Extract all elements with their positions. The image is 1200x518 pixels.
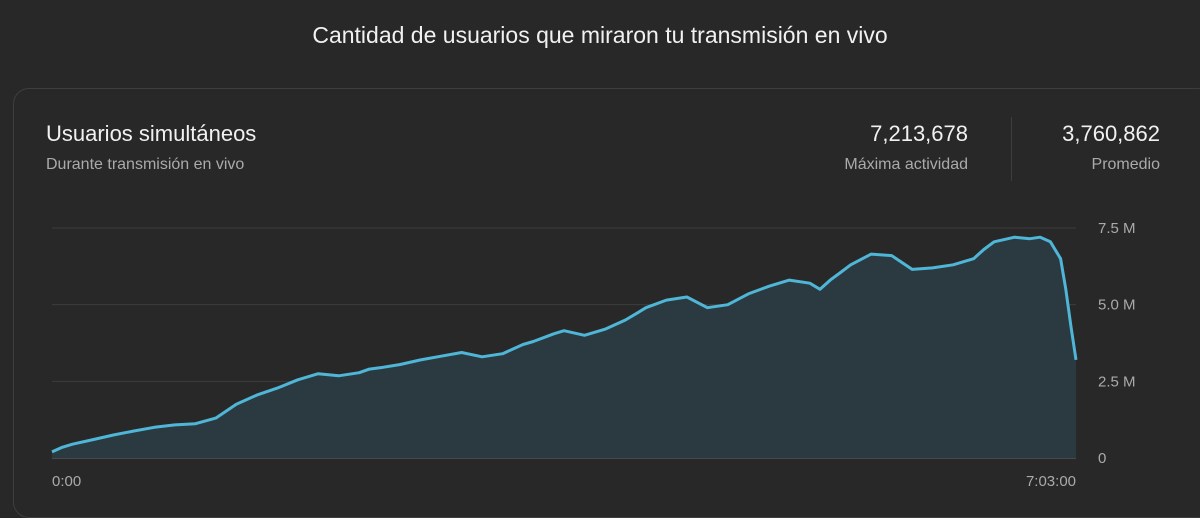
x-tick-label-0: 0:00 (52, 473, 81, 490)
y-tick-label-0: 0 (1098, 450, 1106, 467)
card-subtitle: Durante transmisión en vivo (46, 156, 245, 173)
series-line-0 (51, 235, 1078, 454)
series-area-0 (52, 237, 1076, 458)
peak-value: 7,213,678 (870, 121, 968, 146)
viewers-chart: 0 2.5 M 5.0 M 7.5 M 0:00 7:03:00 (51, 220, 1136, 490)
y-tick-label-1: 2.5 M (1098, 373, 1136, 390)
average-label: Promedio (1091, 156, 1160, 173)
card-title: Usuarios simultáneos (46, 121, 257, 146)
chart-area-layer (51, 235, 1078, 458)
y-tick-label-2: 5.0 M (1098, 297, 1136, 314)
x-tick-label-1: 7:03:00 (1026, 473, 1076, 490)
stat-divider (1011, 117, 1012, 181)
peak-label: Máxima actividad (844, 156, 968, 173)
chart-axis-layer: 0 2.5 M 5.0 M 7.5 M 0:00 7:03:00 (52, 220, 1136, 490)
average-value: 3,760,862 (1062, 121, 1160, 146)
y-tick-label-3: 7.5 M (1098, 220, 1136, 237)
page-title: Cantidad de usuarios que miraron tu tran… (312, 22, 888, 48)
